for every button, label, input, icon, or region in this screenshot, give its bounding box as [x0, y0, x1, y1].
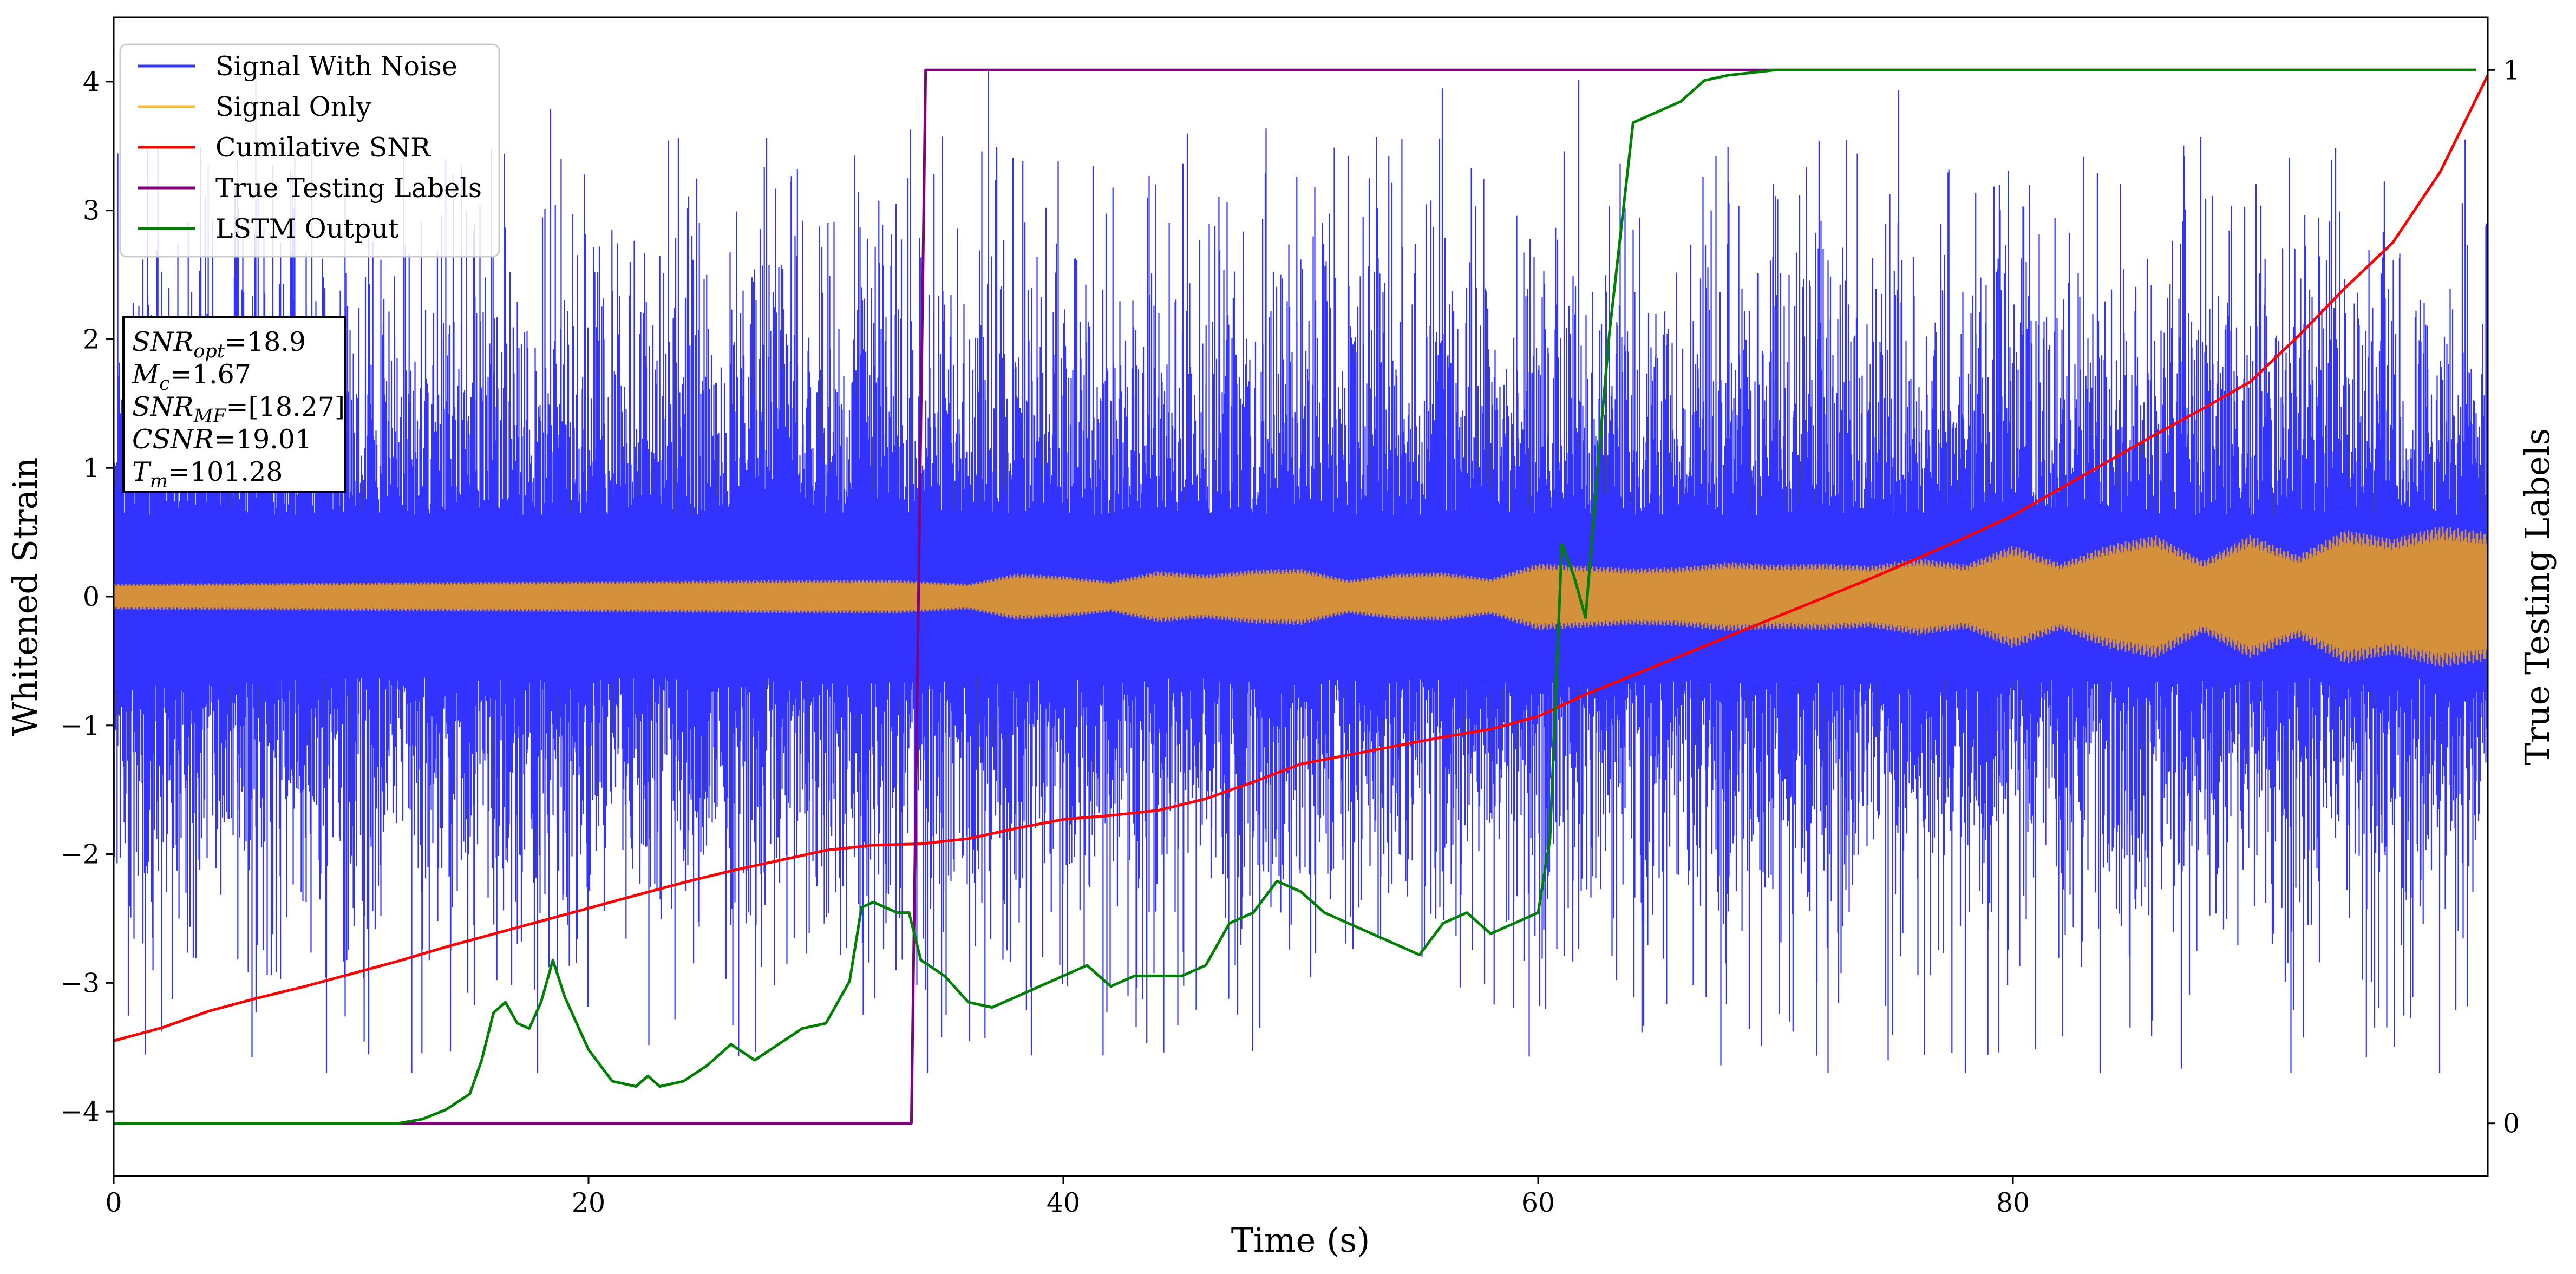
legend-label: Cumilative SNR	[215, 132, 431, 163]
x-tick-label: 40	[1047, 1187, 1080, 1218]
y-tick-label: 0	[83, 582, 100, 612]
y-tick-label: 3	[83, 195, 100, 226]
annotation-line: Mc=1.67	[132, 359, 251, 395]
x-tick-label: 60	[1521, 1187, 1555, 1218]
y-axis-title: Whitened Strain	[5, 458, 45, 736]
annotation-line: SNRopt=18.9	[132, 326, 306, 362]
legend-label: Signal Only	[215, 92, 371, 122]
y-tick-label: −3	[61, 968, 100, 998]
annotation-line: Tm=101.28	[132, 456, 283, 492]
series-signal-with-noise	[114, 69, 2488, 1073]
x-tick-label: 0	[105, 1187, 122, 1218]
y2-axis-title: True Testing Labels	[2518, 428, 2557, 766]
annotation-box: SNRopt=18.9Mc=1.67SNRMF=[18.27]CSNR=19.0…	[122, 316, 346, 493]
legend-frame	[119, 43, 500, 258]
series-cumulative-snr	[114, 74, 2488, 1042]
annotation-frame	[122, 316, 346, 493]
legend-label: Signal With Noise	[215, 51, 457, 82]
y-tick-label: 4	[83, 67, 100, 97]
annotation-line: CSNR=19.01	[132, 424, 312, 455]
y-tick-label: −4	[61, 1096, 100, 1127]
legend-label: LSTM Output	[215, 213, 399, 244]
legend-label: True Testing Labels	[215, 173, 482, 204]
series-signal-only	[114, 526, 2488, 667]
y2-tick-label: 0	[2503, 1108, 2520, 1139]
series-lstm-output	[114, 68, 2476, 1125]
y-tick-label: −2	[61, 839, 100, 870]
annotation-line: SNRMF=[18.27]	[132, 391, 345, 427]
x-tick-label: 20	[572, 1187, 605, 1218]
x-tick-label: 80	[1996, 1187, 2030, 1218]
y-tick-label: 2	[83, 324, 100, 355]
y2-tick-label: 1	[2503, 55, 2520, 86]
y-tick-label: 1	[83, 453, 100, 484]
legend: Signal With Noise Signal Only Cumilative S…	[119, 43, 500, 258]
series-true-testing-labels	[114, 68, 2476, 1125]
x-axis-title: Time (s)	[1231, 1220, 1370, 1260]
y-tick-label: −1	[61, 710, 100, 741]
